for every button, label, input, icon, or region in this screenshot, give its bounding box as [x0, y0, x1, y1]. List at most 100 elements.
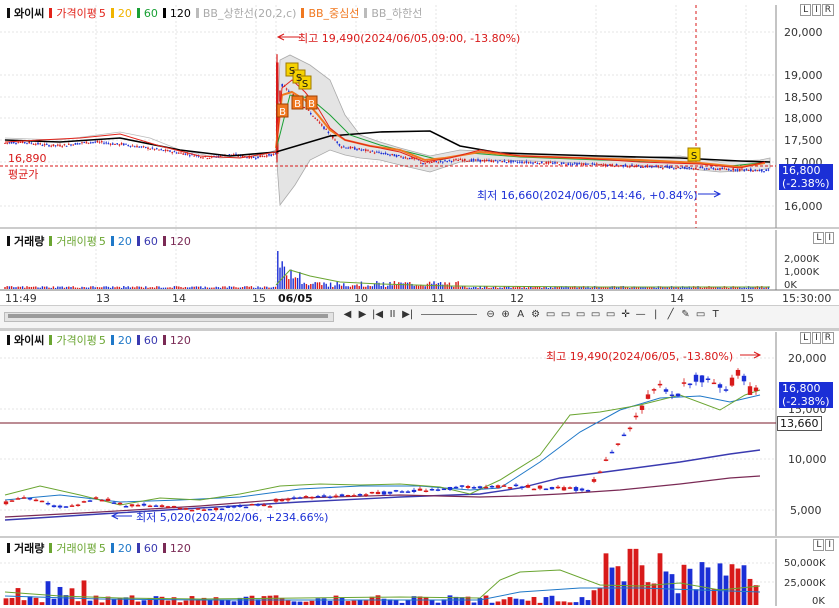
layout-icon[interactable]: ▭: [560, 309, 571, 320]
volume-bar: [730, 287, 732, 289]
volume-bar: [279, 597, 285, 605]
pause-icon[interactable]: II: [389, 309, 396, 320]
signal-markers[interactable]: S S S S B B B: [276, 62, 701, 162]
buy-signal-marker[interactable]: [305, 95, 318, 110]
legend-marker: [49, 8, 53, 18]
candle-body: [495, 485, 501, 488]
candle-body: [609, 164, 611, 166]
text-icon[interactable]: T: [712, 309, 719, 320]
vol-ma-period-20[interactable]: 20: [117, 234, 132, 248]
candle-body: [85, 141, 88, 144]
sell-signal-label: S: [691, 151, 697, 162]
horizontal-scrollbar[interactable]: [4, 312, 334, 322]
volume-bar: [222, 286, 224, 289]
candle-body: [225, 506, 231, 508]
volume-bar: [189, 287, 191, 289]
candle-body: [312, 115, 314, 117]
sell-signal-marker[interactable]: [298, 75, 312, 90]
volume-bar: [327, 286, 330, 289]
buy-signal-marker[interactable]: [291, 95, 304, 110]
vol-ma-period-60[interactable]: 60: [143, 541, 158, 555]
candle-body: [637, 164, 640, 166]
corner-button-l[interactable]: L: [813, 232, 825, 244]
intraday-volume-bars: [4, 251, 770, 289]
candle-body: [739, 169, 741, 171]
stock-name: 와이씨: [14, 334, 45, 347]
crosshair-icon[interactable]: ✛: [621, 309, 630, 320]
scroll-left-icon[interactable]: ◀: [343, 309, 352, 320]
ma-period-60[interactable]: 60: [143, 333, 158, 347]
ma-period-20[interactable]: 20: [117, 6, 132, 20]
candle-body: [717, 384, 723, 388]
volume-bar: [315, 598, 321, 605]
trendline-icon[interactable]: ╱: [667, 309, 674, 320]
corner-button-i[interactable]: I: [825, 232, 834, 244]
volume-bar: [571, 286, 574, 289]
bb-lower-label[interactable]: BB_하한선: [371, 7, 423, 20]
volume-bar: [173, 286, 176, 289]
hline-icon[interactable]: —: [635, 309, 646, 320]
legend-marker: [49, 335, 53, 345]
corner-button-i[interactable]: I: [825, 539, 834, 551]
corner-button-l[interactable]: L: [813, 539, 825, 551]
vol-ma-period-5[interactable]: 5: [98, 541, 106, 555]
layout-icon[interactable]: ▭: [575, 309, 586, 320]
current-change: (-2.38%): [782, 395, 830, 408]
vline-icon[interactable]: |: [653, 309, 658, 320]
volume-bar: [464, 286, 466, 289]
candle-body: [387, 491, 393, 494]
candle-body: [288, 90, 290, 92]
corner-button-l[interactable]: L: [800, 4, 812, 16]
volume-bar: [39, 602, 45, 605]
layout-icon[interactable]: ▭: [590, 309, 601, 320]
bb-upper-label[interactable]: BB_상한선(20,2,c): [202, 7, 297, 20]
ma-period-120[interactable]: 120: [169, 6, 191, 20]
volume-bar: [728, 287, 730, 289]
first-icon[interactable]: |◀: [372, 309, 384, 320]
candle-body: [710, 167, 712, 169]
ma-period-5[interactable]: 5: [98, 333, 106, 347]
play-icon[interactable]: ▶: [358, 309, 367, 320]
ma-period-5[interactable]: 5: [98, 6, 106, 20]
candle-body: [486, 159, 488, 162]
vol-ma-period-5[interactable]: 5: [98, 234, 106, 248]
settings-icon[interactable]: ⚙: [531, 309, 541, 320]
vol-ma-period-120[interactable]: 120: [169, 234, 191, 248]
corner-button-i[interactable]: I: [812, 4, 821, 16]
ma-period-120[interactable]: 120: [169, 333, 191, 347]
corner-button-r[interactable]: R: [821, 332, 834, 344]
layout-icon[interactable]: ▭: [605, 309, 616, 320]
volume-bar: [662, 286, 664, 289]
corner-button-i[interactable]: I: [812, 332, 821, 344]
zoom-out-icon[interactable]: ⊖: [486, 309, 495, 320]
vol-ma-period-120[interactable]: 120: [169, 541, 191, 555]
candle-body: [189, 155, 191, 157]
candle-body: [406, 158, 409, 160]
ma-period-60[interactable]: 60: [143, 6, 158, 20]
bb-mid-label[interactable]: BB_중심선: [308, 7, 360, 20]
candle-body: [514, 160, 517, 162]
candle-body: [642, 166, 644, 168]
volume-bar: [655, 287, 657, 289]
volume-bar: [305, 283, 308, 289]
corner-button-r[interactable]: R: [821, 4, 834, 16]
buy-signal-marker[interactable]: [276, 103, 289, 118]
zoom-slider[interactable]: [421, 314, 478, 315]
vol-ma-period-60[interactable]: 60: [143, 234, 158, 248]
last-icon[interactable]: ▶|: [402, 309, 414, 320]
layout-icon[interactable]: ▭: [545, 309, 556, 320]
candle-body: [327, 131, 330, 134]
zoom-in-icon[interactable]: ⊕: [501, 309, 510, 320]
box-icon[interactable]: ▭: [695, 309, 706, 320]
ma-period-20[interactable]: 20: [117, 333, 132, 347]
font-icon[interactable]: A: [517, 309, 525, 320]
volume-bar: [477, 287, 479, 289]
sell-signal-marker[interactable]: [687, 147, 701, 162]
volume-bar: [206, 287, 209, 289]
candle-body: [673, 168, 675, 170]
draw-icon[interactable]: ✎: [681, 309, 690, 320]
corner-button-l[interactable]: L: [800, 332, 812, 344]
vol-ma-period-20[interactable]: 20: [117, 541, 132, 555]
scrollbar-thumb[interactable]: [8, 314, 328, 318]
